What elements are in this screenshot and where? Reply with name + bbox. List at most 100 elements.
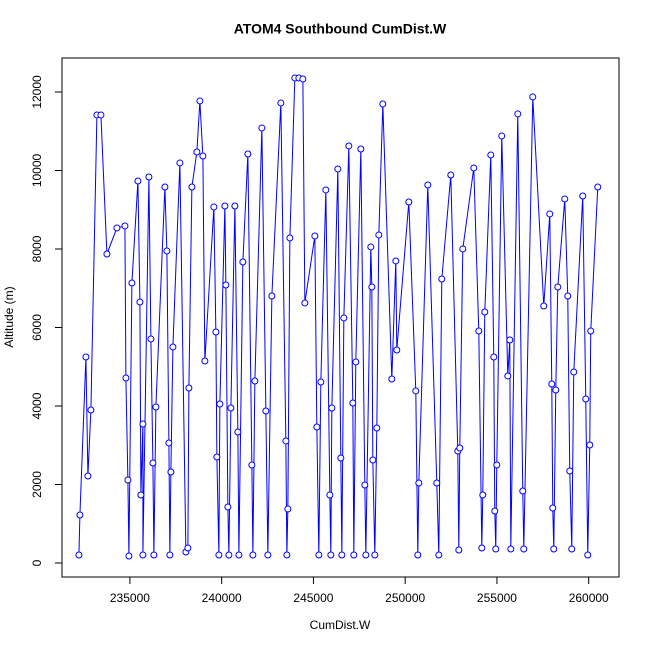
data-point	[251, 377, 259, 385]
data-point	[136, 298, 144, 306]
data-point	[561, 195, 569, 203]
data-point	[371, 551, 379, 559]
data-point	[248, 461, 256, 469]
data-point	[493, 461, 501, 469]
data-point	[584, 551, 592, 559]
data-point	[579, 192, 587, 200]
data-point	[392, 257, 400, 265]
x-tick-label: 240000	[202, 591, 242, 605]
data-point	[249, 551, 257, 559]
data-point	[498, 132, 506, 140]
data-line	[78, 77, 599, 557]
data-point	[124, 476, 132, 484]
data-point	[176, 159, 184, 167]
data-point	[475, 327, 483, 335]
data-point	[76, 511, 84, 519]
data-point	[492, 545, 500, 553]
data-point	[231, 202, 239, 210]
data-point	[152, 403, 160, 411]
data-point	[459, 245, 467, 253]
data-point	[161, 183, 169, 191]
x-tick-label: 245000	[293, 591, 333, 605]
data-point	[169, 343, 177, 351]
data-point	[167, 468, 175, 476]
data-point	[163, 247, 171, 255]
data-point	[520, 545, 528, 553]
data-point	[87, 406, 95, 414]
data-point	[552, 386, 560, 394]
data-point	[75, 551, 83, 559]
data-point	[393, 346, 401, 354]
x-tick-label: 235000	[110, 591, 150, 605]
data-point	[424, 181, 432, 189]
data-point	[317, 378, 325, 386]
data-point	[368, 283, 376, 291]
data-point	[121, 222, 129, 230]
data-point	[564, 292, 572, 300]
y-tick-label: 12000	[30, 75, 44, 109]
y-axis-label: Altitude (m)	[2, 286, 16, 347]
data-point	[201, 357, 209, 365]
data-point	[328, 404, 336, 412]
data-point	[414, 551, 422, 559]
data-point	[447, 171, 455, 179]
data-point	[165, 439, 173, 447]
data-point	[286, 234, 294, 242]
x-tick-label: 255000	[477, 591, 517, 605]
x-axis-label: CumDist.W	[310, 618, 371, 632]
data-point	[322, 186, 330, 194]
data-point	[566, 467, 574, 475]
data-point	[122, 374, 130, 382]
data-point	[224, 503, 232, 511]
data-point	[507, 545, 515, 553]
data-point	[456, 444, 464, 452]
data-point	[239, 258, 247, 266]
data-point	[139, 551, 147, 559]
data-point	[415, 479, 423, 487]
data-point	[84, 472, 92, 480]
data-point	[137, 491, 145, 499]
data-point	[150, 551, 158, 559]
data-point	[326, 491, 334, 499]
data-point	[103, 250, 111, 258]
data-point	[487, 151, 495, 159]
data-point	[210, 203, 218, 211]
data-point	[340, 314, 348, 322]
data-point	[550, 545, 558, 553]
data-point	[350, 551, 358, 559]
data-point	[262, 407, 270, 415]
data-point	[299, 75, 307, 83]
data-point	[529, 93, 537, 101]
data-point	[97, 111, 105, 119]
data-point	[113, 224, 121, 232]
data-point	[327, 551, 335, 559]
data-point	[546, 210, 554, 218]
data-point	[147, 335, 155, 343]
data-point	[301, 299, 309, 307]
chart-title: ATOM4 Southbound CumDist.W	[234, 21, 447, 37]
data-point	[362, 551, 370, 559]
data-point	[213, 453, 221, 461]
data-point	[433, 479, 441, 487]
data-point	[334, 165, 342, 173]
data-point	[361, 481, 369, 489]
y-tick-label: 6000	[30, 314, 44, 341]
x-tick-label: 250000	[385, 591, 425, 605]
data-point	[82, 353, 90, 361]
data-point	[234, 428, 242, 436]
data-point	[506, 336, 514, 344]
data-point	[548, 380, 556, 388]
data-point	[337, 454, 345, 462]
data-point	[582, 395, 590, 403]
data-point	[438, 275, 446, 283]
data-point	[338, 551, 346, 559]
data-point	[134, 177, 142, 185]
data-point	[193, 148, 201, 156]
data-point	[221, 202, 229, 210]
data-point	[311, 232, 319, 240]
data-point	[188, 183, 196, 191]
data-point	[369, 456, 377, 464]
data-point	[184, 544, 192, 552]
